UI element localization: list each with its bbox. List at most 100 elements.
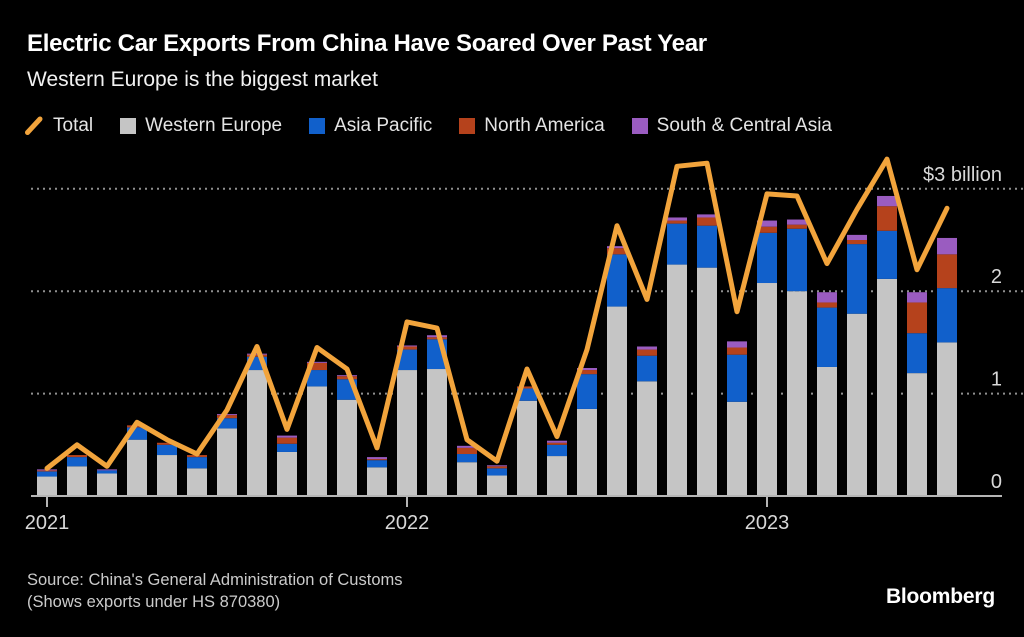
bar-segment: [577, 374, 597, 409]
bar-segment: [217, 418, 237, 429]
bar-segment: [247, 353, 267, 355]
bar-segment: [847, 240, 867, 245]
bar-segment: [157, 444, 177, 456]
bar-segment: [667, 264, 687, 496]
chart-subtitle: Western Europe is the biggest market: [27, 68, 378, 91]
north-america-swatch-icon: [459, 118, 476, 134]
bar-segment: [697, 225, 717, 268]
bar-segment: [67, 457, 87, 467]
bar-segment: [637, 346, 657, 350]
chart-legend: Total Western Europe Asia Pacific North …: [24, 115, 832, 137]
bar-segment: [547, 456, 567, 496]
bar-segment: [667, 217, 687, 221]
bar-segment: [817, 302, 837, 308]
asia-pacific-swatch-icon: [309, 118, 326, 134]
legend-label: Asia Pacific: [334, 115, 433, 136]
chart-title: Electric Car Exports From China Have Soa…: [27, 30, 707, 57]
bar-segment: [757, 232, 777, 284]
bar-segment: [307, 362, 327, 371]
bar-segment: [127, 439, 147, 496]
legend-label: North America: [484, 115, 605, 136]
bar-segment: [907, 292, 927, 303]
y-axis-label: $3 billion: [923, 164, 1002, 186]
y-axis-label: 2: [991, 266, 1002, 288]
y-axis-label: 0: [991, 471, 1002, 493]
bar-segment: [187, 468, 207, 496]
bar-segment: [907, 302, 927, 334]
bar-segment: [877, 195, 897, 207]
bar-segment: [607, 254, 627, 307]
bloomberg-logo: Bloomberg: [885, 585, 995, 608]
bar-segment: [847, 244, 867, 314]
south-central-asia-swatch-icon: [631, 118, 648, 134]
bar-segment: [517, 400, 537, 496]
bar-segment: [277, 451, 297, 496]
x-axis-label: 2023: [745, 512, 790, 534]
legend-label: Western Europe: [145, 115, 283, 136]
bar-segment: [697, 214, 717, 218]
bar-segment: [157, 455, 177, 496]
bar-segment: [697, 267, 717, 496]
bar-segment: [217, 414, 237, 416]
bar-segment: [847, 234, 867, 240]
legend-item-asia-pacific: Asia Pacific: [309, 115, 432, 137]
bar-segment: [727, 401, 747, 496]
bar-segment: [547, 444, 567, 457]
bar-segment: [607, 306, 627, 496]
bar-segment: [637, 381, 657, 496]
total-line: [44, 156, 950, 471]
bar-segment: [787, 224, 807, 229]
source-line-2: (Shows exports under HS 870380): [27, 593, 281, 611]
bar-segment: [397, 345, 417, 347]
bar-segment: [67, 455, 87, 458]
bar-segment: [757, 226, 777, 233]
bar-segment: [577, 370, 597, 375]
bar-segment: [397, 349, 417, 371]
bar-segment: [517, 386, 537, 389]
bar-segment: [637, 349, 657, 356]
bar-segment: [217, 415, 237, 419]
bar-segment: [907, 373, 927, 496]
bar-segment: [757, 283, 777, 496]
bar-segment: [97, 469, 117, 471]
y-axis-label: 1: [991, 369, 1002, 391]
bar-segment: [817, 307, 837, 367]
bar-segment: [277, 437, 297, 444]
bar-segment: [367, 459, 387, 461]
bar-segment: [307, 361, 327, 363]
bar-segment: [577, 408, 597, 496]
bar-segment: [937, 254, 957, 289]
bar-segment: [97, 473, 117, 496]
bar-segment: [337, 376, 357, 380]
legend-label: Total: [53, 115, 94, 136]
bar-segment: [667, 220, 687, 224]
bar-segment: [607, 246, 627, 249]
western-europe-swatch-icon: [120, 118, 137, 134]
bar-segment: [367, 460, 387, 468]
bar-segment: [277, 443, 297, 452]
legend-label: South & Central Asia: [656, 115, 832, 136]
bar-segment: [367, 467, 387, 496]
bar-segment: [487, 475, 507, 496]
bar-segment: [157, 442, 177, 445]
bar-segment: [457, 454, 477, 463]
bar-segment: [727, 347, 747, 355]
bar-segment: [547, 442, 567, 445]
bar-segment: [697, 217, 717, 226]
bar-segment: [547, 440, 567, 443]
legend-item-total: Total: [24, 115, 93, 137]
bar-segment: [187, 457, 207, 469]
bar-segment: [907, 333, 927, 374]
bar-segment: [37, 470, 57, 472]
bar-segment: [757, 220, 777, 227]
legend-item-north-america: North America: [459, 115, 605, 137]
x-axis-label: 2021: [25, 512, 70, 534]
bar-segment: [217, 428, 237, 496]
bar-segment: [847, 313, 867, 496]
bar-segment: [787, 291, 807, 496]
bar-segment: [787, 219, 807, 225]
total-line-icon: [25, 116, 43, 135]
bar-segment: [457, 462, 477, 496]
bar-segment: [367, 457, 387, 460]
x-axis-label: 2022: [385, 512, 430, 534]
